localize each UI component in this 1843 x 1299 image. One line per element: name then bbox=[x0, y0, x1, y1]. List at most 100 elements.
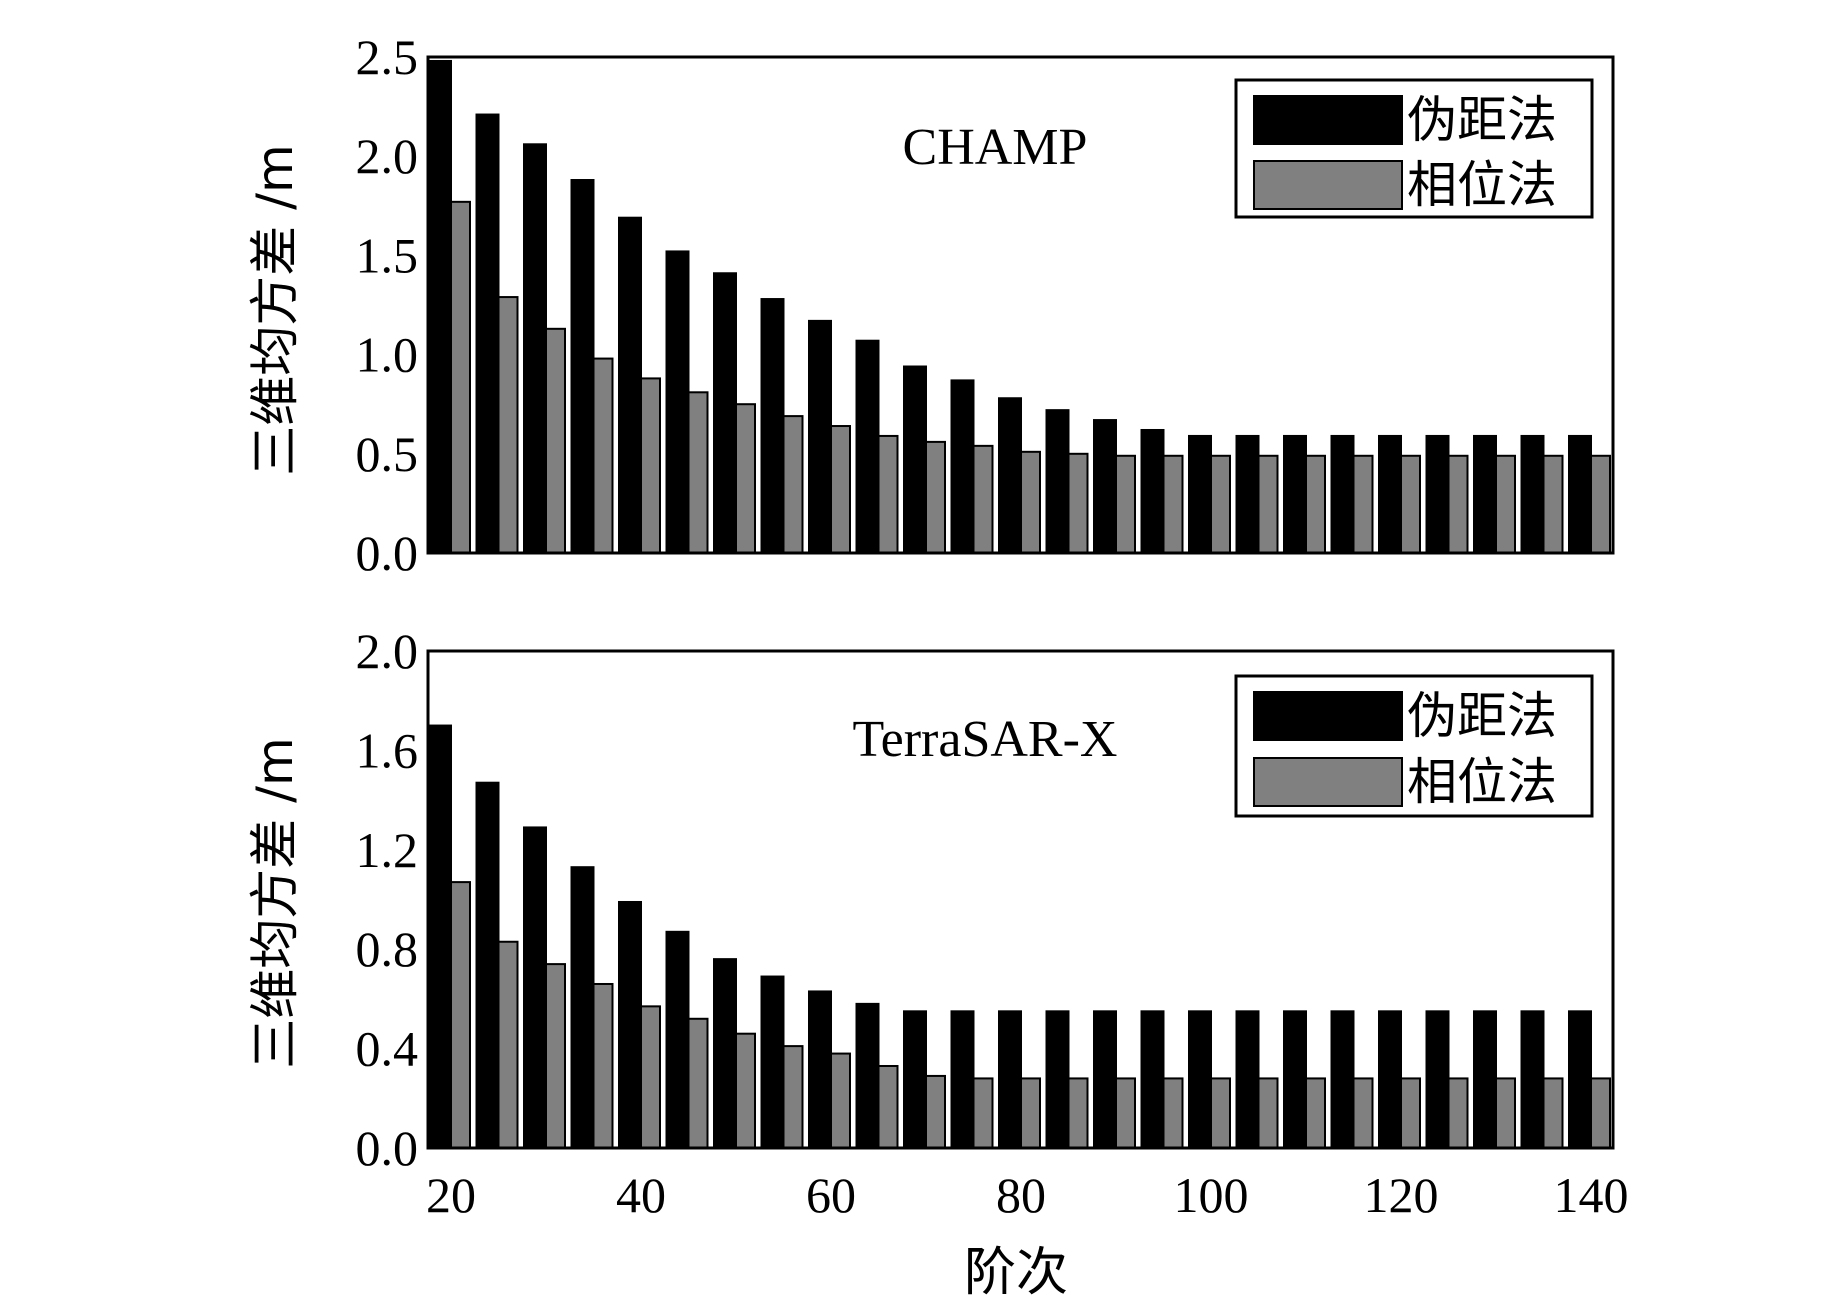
legend-label-pseudorange: 伪距法 bbox=[1407, 91, 1557, 149]
legend-label-phase: 相位法 bbox=[1407, 753, 1557, 811]
bar-pseudorange bbox=[998, 397, 1022, 554]
bar-pseudorange bbox=[713, 272, 737, 554]
bar-phase bbox=[497, 296, 519, 554]
bar-pseudorange bbox=[665, 930, 690, 1149]
bar-pseudorange bbox=[1093, 419, 1117, 554]
bar-pseudorange bbox=[1520, 434, 1545, 554]
bar-group bbox=[428, 724, 1611, 1150]
bar-pseudorange bbox=[950, 1010, 975, 1150]
bar-phase bbox=[1210, 1077, 1231, 1150]
bar-pseudorange bbox=[428, 59, 452, 555]
bar-phase bbox=[877, 434, 899, 554]
bar-phase bbox=[450, 200, 471, 554]
bar-pseudorange bbox=[1045, 1010, 1070, 1150]
bar-pseudorange bbox=[855, 339, 880, 554]
plot-frame bbox=[426, 649, 1615, 1150]
bar-phase bbox=[1590, 1077, 1611, 1150]
bar-phase bbox=[545, 327, 566, 555]
bar-pseudorange bbox=[808, 319, 832, 555]
bar-pseudorange bbox=[428, 724, 452, 1149]
bar-phase bbox=[1495, 454, 1516, 554]
bar-phase bbox=[1400, 454, 1421, 554]
y-tick-label: 2.0 bbox=[356, 128, 419, 184]
bar-pseudorange bbox=[523, 143, 547, 555]
bar-pseudorange bbox=[998, 1010, 1022, 1150]
chart-title: CHAMP bbox=[903, 119, 1088, 176]
bar-phase bbox=[1305, 454, 1326, 554]
bar-phase bbox=[592, 982, 614, 1149]
bar-pseudorange bbox=[808, 990, 832, 1149]
bar-phase bbox=[877, 1064, 899, 1149]
bar-phase bbox=[1020, 450, 1041, 555]
bar-pseudorange bbox=[855, 1002, 880, 1149]
bar-phase bbox=[782, 1045, 804, 1149]
y-tick-label: 1.2 bbox=[356, 822, 419, 878]
bar-pseudorange bbox=[1140, 428, 1165, 555]
bar-phase bbox=[687, 391, 709, 554]
legend: 伪距法 相位法 bbox=[1234, 674, 1594, 818]
bar-pseudorange bbox=[760, 975, 785, 1149]
bar-phase bbox=[1542, 1077, 1564, 1150]
bar-pseudorange bbox=[1188, 1010, 1212, 1150]
bar-phase bbox=[972, 1077, 994, 1150]
bar-pseudorange bbox=[1378, 1010, 1402, 1150]
bar-phase bbox=[640, 1005, 661, 1149]
bar-phase bbox=[972, 444, 994, 555]
bar-phase bbox=[545, 963, 566, 1149]
bar-phase bbox=[1067, 1077, 1089, 1150]
y-tick-label: 0.0 bbox=[356, 1120, 419, 1176]
bar-phase bbox=[1352, 1077, 1374, 1150]
legend-swatch-pseudorange bbox=[1253, 691, 1403, 741]
legend-label-phase: 相位法 bbox=[1407, 156, 1557, 214]
bar-phase bbox=[1495, 1077, 1516, 1150]
bar-phase bbox=[830, 425, 851, 554]
bar-phase bbox=[1115, 1077, 1136, 1150]
bar-phase bbox=[1352, 454, 1374, 554]
bar-pseudorange bbox=[1473, 1010, 1497, 1150]
y-tick-label: 2.0 bbox=[356, 623, 419, 679]
x-tick-label: 80 bbox=[996, 1167, 1046, 1223]
bar-pseudorange bbox=[1093, 1010, 1117, 1150]
bar-pseudorange bbox=[1140, 1010, 1165, 1150]
bar-phase bbox=[1020, 1077, 1041, 1150]
bar-pseudorange bbox=[1568, 434, 1592, 554]
bar-phase bbox=[830, 1052, 851, 1149]
bar-pseudorange bbox=[475, 781, 500, 1150]
bar-pseudorange bbox=[1473, 434, 1497, 554]
legend-swatch-phase bbox=[1253, 160, 1403, 210]
y-axis-ticks: 0.0 0.4 0.8 1.2 1.6 2.0 bbox=[356, 623, 436, 1176]
bar-pseudorange bbox=[570, 866, 595, 1149]
legend-swatch-phase bbox=[1253, 757, 1403, 807]
bar-phase bbox=[1210, 454, 1231, 554]
y-axis-label: 三维均方差 /m bbox=[246, 737, 304, 1068]
bar-phase bbox=[1447, 1077, 1469, 1150]
y-tick-label: 0.4 bbox=[356, 1021, 419, 1077]
legend: 伪距法 相位法 bbox=[1234, 78, 1594, 219]
legend-label-pseudorange: 伪距法 bbox=[1407, 687, 1557, 745]
y-axis-label: 三维均方差 /m bbox=[246, 144, 304, 475]
y-tick-label: 0.5 bbox=[356, 426, 419, 482]
bar-phase bbox=[592, 357, 614, 554]
bar-phase bbox=[497, 940, 519, 1149]
bar-phase bbox=[1590, 454, 1611, 554]
bar-pseudorange bbox=[618, 216, 642, 554]
bar-phase bbox=[1400, 1077, 1421, 1150]
x-tick-label: 120 bbox=[1364, 1167, 1439, 1223]
bar-phase bbox=[1067, 452, 1089, 554]
bar-phase bbox=[1115, 454, 1136, 554]
x-tick-label: 100 bbox=[1174, 1167, 1249, 1223]
bar-pseudorange bbox=[1330, 1010, 1355, 1150]
bar-phase bbox=[450, 881, 471, 1149]
bar-phase bbox=[925, 440, 946, 554]
legend-swatch-pseudorange bbox=[1253, 95, 1403, 145]
bar-phase bbox=[1162, 454, 1184, 554]
bar-pseudorange bbox=[618, 900, 642, 1149]
bar-pseudorange bbox=[570, 179, 595, 554]
x-tick-label: 20 bbox=[426, 1167, 476, 1223]
bar-pseudorange bbox=[1235, 434, 1260, 554]
bar-phase bbox=[1542, 454, 1564, 554]
bar-pseudorange bbox=[1330, 434, 1355, 554]
bar-pseudorange bbox=[1520, 1010, 1545, 1150]
y-tick-label: 0.8 bbox=[356, 921, 419, 977]
bar-pseudorange bbox=[1045, 409, 1070, 555]
